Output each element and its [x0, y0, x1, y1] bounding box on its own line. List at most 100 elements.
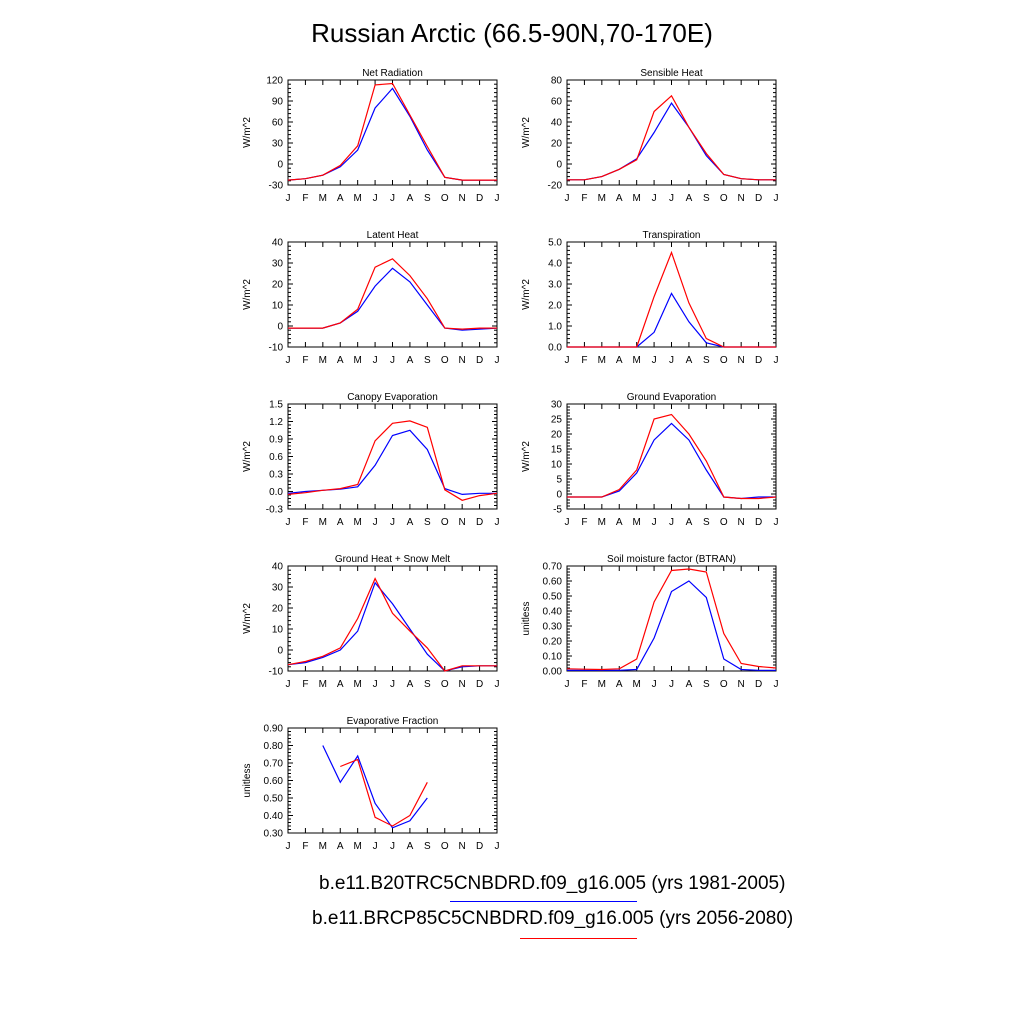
x-tick-label: A	[407, 517, 414, 528]
y-tick-label: 40	[272, 238, 284, 249]
x-tick-label: J	[652, 193, 657, 204]
y-tick-label: 0.50	[264, 794, 284, 805]
x-tick-label: M	[632, 193, 640, 204]
x-tick-label: A	[616, 193, 623, 204]
x-tick-label: J	[495, 355, 500, 366]
y-tick-label: 30	[272, 139, 284, 150]
y-tick-label: -5	[553, 505, 562, 516]
x-tick-label: J	[652, 517, 657, 528]
y-tick-label: 0.60	[543, 577, 563, 588]
x-tick-label: S	[703, 517, 710, 528]
y-tick-label: 0.10	[543, 652, 563, 663]
y-tick-label: 60	[272, 118, 284, 129]
x-tick-label: J	[286, 517, 291, 528]
series-line-historical	[287, 87, 497, 181]
series-line-historical	[287, 581, 497, 672]
figure-title: Russian Arctic (66.5-90N,70-170E)	[311, 18, 713, 48]
x-tick-label: J	[390, 193, 395, 204]
x-tick-label: F	[302, 355, 308, 366]
panel-title: Canopy Evaporation	[347, 392, 438, 403]
x-tick-label: A	[407, 679, 414, 690]
x-tick-label: M	[319, 517, 327, 528]
series-line-future	[340, 758, 428, 827]
x-tick-label: D	[476, 517, 483, 528]
x-tick-label: O	[720, 679, 728, 690]
series-line-historical	[567, 580, 776, 671]
x-tick-label: J	[669, 355, 674, 366]
x-tick-label: O	[441, 355, 449, 366]
chart-panel: Ground Heat + Snow Melt W/m^2 -10 0 10 20 30 40…	[242, 554, 500, 690]
x-tick-label: A	[337, 193, 344, 204]
x-tick-label: A	[337, 517, 344, 528]
legend-entry-1: b.e11.B20TRC5CNBDRD.f09_g16.005 (yrs 198…	[319, 873, 786, 894]
series-line-historical	[567, 102, 776, 181]
x-tick-label: J	[669, 193, 674, 204]
x-tick-label: S	[424, 679, 431, 690]
y-tick-label: 0	[556, 160, 562, 171]
x-tick-label: N	[459, 193, 466, 204]
y-tick-label: -20	[548, 181, 563, 192]
plot-frame	[566, 403, 777, 510]
x-tick-label: A	[616, 517, 623, 528]
x-tick-label: J	[286, 841, 291, 852]
x-tick-label: J	[669, 517, 674, 528]
y-tick-label: 0.40	[543, 607, 563, 618]
series-line-future	[287, 82, 497, 181]
x-tick-label: J	[373, 841, 378, 852]
x-tick-label: M	[353, 517, 361, 528]
legend-entry-2: b.e11.BRCP85C5CNBDRD.f09_g16.005 (yrs 20…	[312, 908, 794, 929]
x-tick-label: S	[424, 193, 431, 204]
y-tick-label: 5	[556, 475, 562, 486]
panel-title: Transpiration	[643, 230, 701, 241]
plot-frame	[287, 727, 498, 834]
y-tick-label: 3.0	[548, 280, 562, 291]
y-tick-label: 10	[551, 460, 563, 471]
x-tick-label: A	[616, 355, 623, 366]
x-tick-label: J	[669, 679, 674, 690]
y-tick-label: 10	[272, 301, 284, 312]
y-tick-label: -10	[269, 667, 284, 678]
y-tick-label: 0.0	[548, 343, 562, 354]
x-tick-label: A	[686, 517, 693, 528]
panel-title: Sensible Heat	[640, 68, 702, 79]
x-tick-label: D	[755, 517, 762, 528]
y-tick-label: 20	[551, 430, 563, 441]
y-tick-label: 120	[266, 76, 283, 87]
y-tick-label: 20	[272, 604, 284, 615]
panel-title: Soil moisture factor (BTRAN)	[607, 554, 736, 565]
chart-panel: Canopy Evaporation W/m^2 -0.3 0.0 0.3 0.6 0.9 1…	[242, 392, 500, 528]
y-tick-label: 0.3	[269, 470, 283, 481]
x-tick-label: J	[373, 355, 378, 366]
x-tick-label: M	[632, 355, 640, 366]
y-tick-label: -10	[269, 343, 284, 354]
x-tick-label: J	[373, 517, 378, 528]
x-tick-label: A	[337, 355, 344, 366]
y-tick-label: 30	[551, 400, 563, 411]
x-tick-label: J	[286, 193, 291, 204]
y-tick-label: 0.50	[543, 592, 563, 603]
y-tick-label: 40	[272, 562, 284, 573]
x-tick-label: S	[424, 841, 431, 852]
y-tick-label: 20	[551, 139, 563, 150]
x-tick-label: S	[424, 355, 431, 366]
y-tick-label: 0	[556, 490, 562, 501]
panel-title: Net Radiation	[362, 68, 423, 79]
y-tick-label: 4.0	[548, 259, 562, 270]
x-tick-label: D	[755, 193, 762, 204]
y-tick-label: 1.2	[269, 417, 283, 428]
x-tick-label: J	[774, 679, 779, 690]
y-tick-label: 15	[551, 445, 563, 456]
x-tick-label: M	[598, 193, 606, 204]
series-line-future	[567, 250, 776, 348]
x-tick-label: F	[581, 355, 587, 366]
x-tick-label: F	[581, 679, 587, 690]
x-tick-label: M	[353, 841, 361, 852]
series-line-future	[287, 420, 498, 501]
x-tick-label: J	[373, 193, 378, 204]
y-tick-label: 90	[272, 97, 284, 108]
panel-title: Latent Heat	[367, 230, 419, 241]
y-tick-label: 40	[551, 118, 563, 129]
